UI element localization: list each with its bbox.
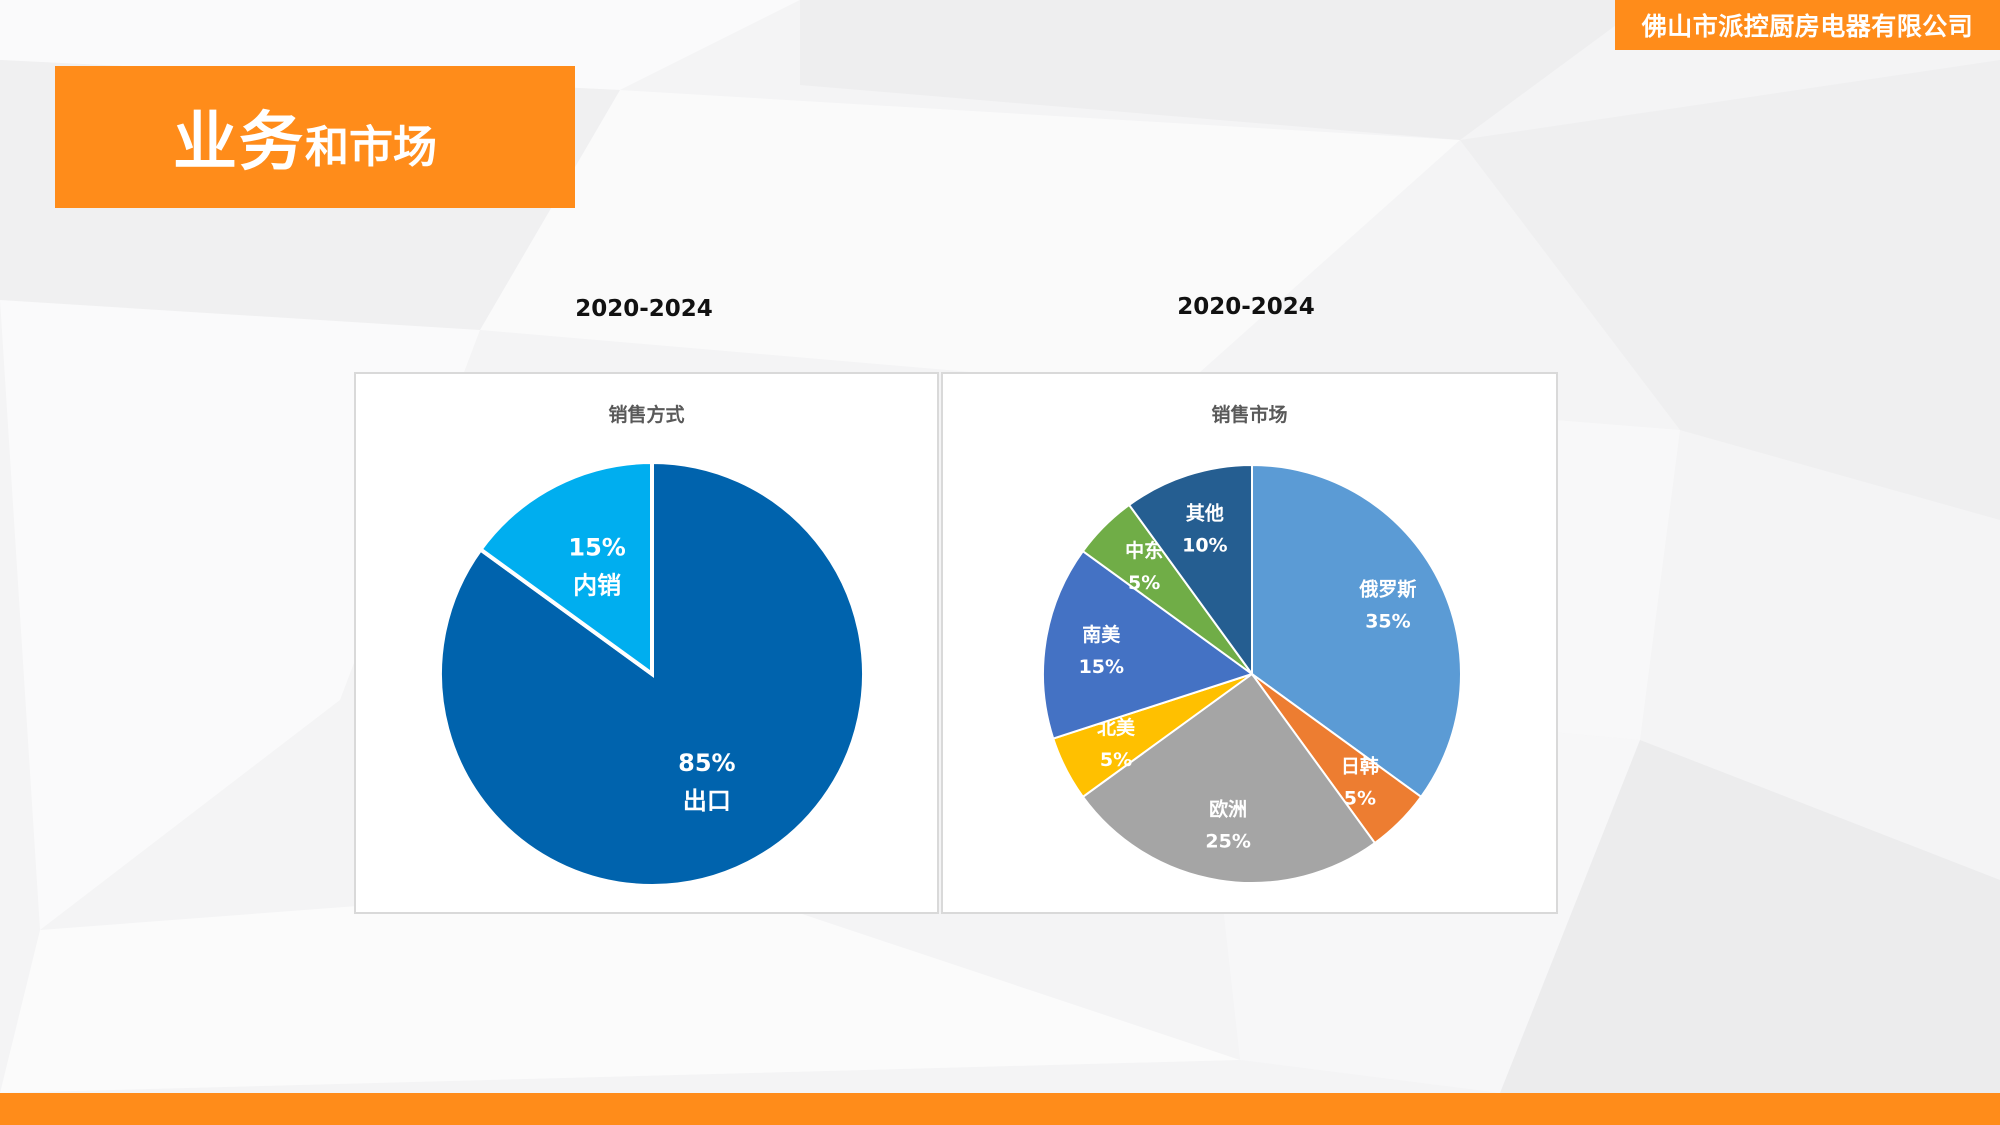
pie-label-line2-0: 35%: [1365, 610, 1410, 632]
pie-slice-4: [1042, 549, 1255, 740]
pie-label-line2-1: 5%: [1344, 788, 1376, 810]
chart1-year-label: 2020-2024: [575, 296, 713, 322]
pie-label-line1-1: 15%: [568, 534, 625, 562]
chart-sales-method: 销售方式 85% 出口 15% 内销: [354, 372, 939, 914]
pie-slice-0: [1251, 463, 1462, 799]
chart-sales-market: 销售市场 俄罗斯 35% 日韩 5% 欧洲 25% 北美 5% 南美 15% 中东 5% 其他 10%: [941, 372, 1558, 914]
pie-label-line1-0: 85%: [678, 749, 735, 777]
pie-slice-2: [1081, 672, 1377, 884]
pie-label-line2-6: 10%: [1182, 535, 1227, 557]
pie-label-line2-0: 出口: [683, 787, 731, 815]
pie-slice-6: [1127, 463, 1253, 678]
chart2-year-label: 2020-2024: [1177, 294, 1315, 320]
pie-chart-sales-method: 85% 出口 15% 内销: [438, 459, 866, 888]
company-name: 佛山市派控厨房电器有限公司: [1615, 0, 2000, 50]
pie-slice-1: [477, 459, 654, 678]
pie-label-line2-2: 25%: [1205, 830, 1250, 852]
chart1-title: 销售方式: [608, 404, 685, 426]
pie-label-line1-0: 俄罗斯: [1358, 577, 1416, 600]
chart2-title: 销售市场: [1211, 404, 1288, 426]
pie-label-line2-4: 15%: [1079, 656, 1124, 678]
pie-label-line1-5: 中东: [1125, 539, 1163, 562]
pie-label-line1-4: 南美: [1082, 623, 1121, 646]
footer-bar: [0, 1093, 2000, 1125]
pie-label-line2-3: 5%: [1100, 749, 1132, 771]
pie-label-line1-2: 欧洲: [1209, 797, 1247, 820]
page-title: 业务 和市场: [55, 66, 575, 208]
pie-label-line1-6: 其他: [1186, 502, 1224, 525]
pie-label-line1-1: 日韩: [1341, 755, 1379, 778]
pie-label-line2-5: 5%: [1128, 572, 1160, 594]
pie-label-line2-1: 内销: [573, 572, 621, 600]
page-title-sub: 和市场: [305, 122, 437, 173]
page-title-main: 业务: [173, 106, 305, 180]
